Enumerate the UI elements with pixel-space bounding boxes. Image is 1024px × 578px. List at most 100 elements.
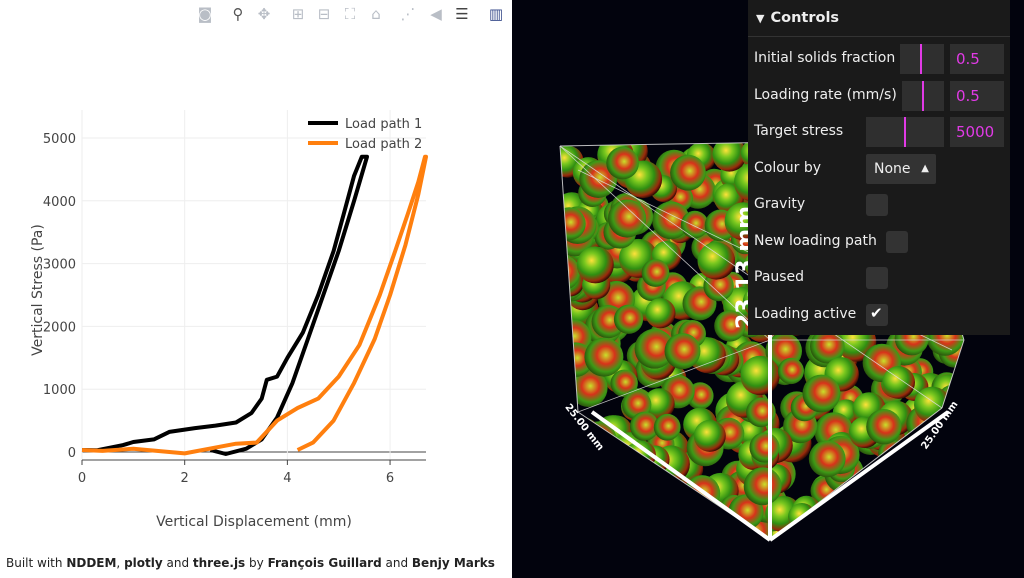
y-tick-label: 0 (68, 446, 76, 461)
particle (607, 471, 640, 504)
particle (876, 488, 905, 517)
particle (643, 505, 673, 535)
series-line (81, 154, 428, 456)
box-edge (577, 339, 771, 413)
particle (928, 442, 964, 481)
credits-footer: Built with NDDEM, plotly and three.js by… (6, 556, 495, 570)
zoom-icon[interactable]: ⚲ (232, 5, 244, 23)
y-tick-label: 1000 (43, 383, 76, 398)
simulation-viewport[interactable]: 23.13 mm 25.00 mm 25.00 mm ▼ Controls Ini… (512, 0, 1024, 578)
particle (637, 503, 669, 534)
particle (664, 333, 701, 370)
particle (749, 432, 780, 463)
particle (653, 413, 681, 441)
particle (560, 254, 581, 291)
initial-solids-fraction-slider[interactable] (900, 44, 944, 74)
particle (641, 478, 674, 512)
particle (619, 496, 656, 532)
slider-knob[interactable] (904, 117, 906, 147)
nddem-link[interactable]: NDDEM (66, 556, 117, 570)
particle (891, 476, 928, 513)
gravity-row: Gravity (748, 187, 1010, 223)
paused-label: Paused (754, 269, 805, 285)
spike-lines-icon[interactable]: ⋰ (400, 5, 416, 23)
select-arrows-icon: ▲ (921, 163, 929, 174)
author-link[interactable]: Benjy Marks (411, 556, 495, 570)
gravity-label: Gravity (754, 196, 806, 212)
box-edge (941, 339, 965, 409)
loading-rate-input[interactable]: 0.5 (950, 81, 1004, 111)
chevron-down-icon: ▼ (756, 12, 765, 25)
gravity-checkbox[interactable] (866, 194, 888, 216)
loading-active-checkbox[interactable] (866, 304, 888, 326)
colour-by-label: Colour by (754, 160, 822, 176)
particle (584, 337, 624, 377)
particle (875, 515, 912, 540)
particle (608, 199, 647, 238)
particle (625, 498, 660, 533)
y-tick-label: 5000 (43, 132, 76, 147)
particle (777, 357, 804, 385)
pan-icon[interactable]: ✥ (257, 5, 271, 23)
home-icon[interactable]: ⌂ (371, 5, 381, 23)
plotly-logo-icon[interactable]: ▥ (488, 5, 504, 23)
target-stress-slider[interactable] (866, 117, 944, 147)
initial-solids-fraction-input[interactable]: 0.5 (950, 44, 1004, 74)
loading-rate-label: Loading rate (mm/s) (754, 87, 897, 103)
plot-panel: ◙ ⚲ ✥ ⊞ ⊟ ⛶ ⌂ ⋰ ◀ ☰ ▥ 0 1000 2000 3000 4000 5… (0, 0, 512, 578)
particle (818, 504, 849, 535)
hover-closest-icon[interactable]: ◀ (430, 5, 442, 23)
target-stress-input[interactable]: 5000 (950, 117, 1004, 147)
x-tick-label: 0 (78, 471, 86, 486)
y-tick-label: 4000 (43, 195, 76, 210)
particle (883, 478, 921, 516)
plotly-link[interactable]: plotly (124, 556, 163, 570)
colour-by-row: Colour by None ▲ (748, 151, 1010, 187)
target-stress-row: Target stress 5000 (748, 114, 1010, 150)
particle (743, 467, 782, 506)
paused-checkbox[interactable] (866, 267, 888, 289)
camera-icon[interactable]: ◙ (197, 5, 213, 23)
particle (634, 328, 675, 369)
particle (924, 481, 959, 516)
particle (607, 491, 647, 531)
particle (606, 146, 639, 180)
colour-by-select[interactable]: None ▲ (866, 154, 936, 184)
autoscale-icon[interactable]: ⛶ (344, 5, 356, 23)
controls-header[interactable]: ▼ Controls (748, 0, 1010, 37)
particle (654, 508, 687, 540)
particle (842, 500, 869, 527)
particle (560, 207, 586, 241)
particle (680, 210, 709, 239)
zoom-out-icon[interactable]: ⊟ (317, 5, 331, 23)
footer-text: and (381, 556, 412, 570)
particle (810, 328, 845, 364)
particle (914, 467, 951, 504)
particle (936, 470, 963, 497)
loading-rate-slider[interactable] (902, 81, 944, 111)
y-tick-label: 2000 (43, 320, 76, 335)
threejs-link[interactable]: three.js (192, 556, 246, 570)
zoom-in-icon[interactable]: ⊞ (291, 5, 305, 23)
y-tick-label: 3000 (43, 258, 76, 273)
slider-knob[interactable] (922, 81, 924, 111)
author-link[interactable]: François Guillard (267, 556, 382, 570)
legend-entry: Load path 2 (345, 137, 422, 152)
particle (667, 486, 702, 522)
particle (593, 491, 630, 528)
initial-solids-fraction-label: Initial solids fraction (754, 50, 896, 66)
particle (895, 455, 927, 487)
particle (591, 460, 629, 499)
plot-modebar: ◙ ⚲ ✥ ⊞ ⊟ ⛶ ⌂ ⋰ ◀ ☰ ▥ (192, 4, 512, 26)
particle (581, 506, 620, 540)
hover-compare-icon[interactable]: ☰ (455, 5, 469, 23)
particle (655, 510, 682, 536)
loading-active-row: Loading active (748, 297, 1010, 333)
particle (560, 514, 581, 540)
new-loading-path-checkbox[interactable] (886, 231, 908, 253)
slider-knob[interactable] (920, 44, 922, 74)
stress-displacement-chart[interactable]: 0 1000 2000 3000 4000 5000 0 2 4 6 Load path 1 Loa… (0, 0, 512, 578)
particle (641, 259, 670, 287)
container-box (559, 139, 965, 542)
particle (712, 140, 747, 172)
